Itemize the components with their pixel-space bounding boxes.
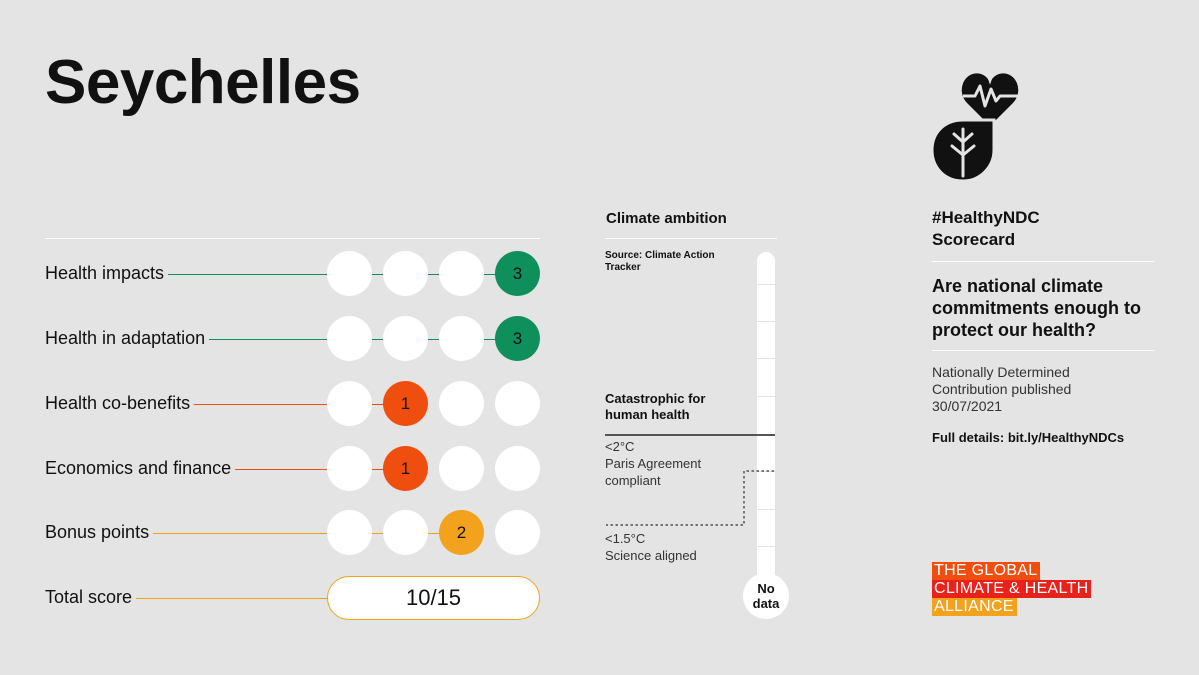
- science-level-name: Science aligned: [605, 548, 697, 563]
- no-data-bulb: No data: [743, 573, 789, 619]
- score-dot-empty: [327, 251, 372, 296]
- score-dot-empty: [439, 446, 484, 491]
- total-score-value: 10/15: [327, 576, 540, 620]
- climate-source-label: Source: Climate Action Tracker: [605, 250, 715, 273]
- thermometer-tick: [757, 471, 775, 472]
- alliance-logo-line2: CLIMATE & HEALTH: [932, 580, 1092, 598]
- science-level-temp: <1.5°C: [605, 531, 646, 546]
- full-details-link[interactable]: Full details: bit.ly/HealthyNDCs: [932, 430, 1125, 445]
- thermometer-tick: [757, 546, 775, 547]
- score-dot-empty: [439, 381, 484, 426]
- alliance-logo: THE GLOBAL CLIMATE & HEALTH ALLIANCE: [932, 562, 1092, 616]
- score-row-label: Health impacts: [45, 263, 169, 284]
- climate-ambition-title: Climate ambition: [606, 210, 727, 227]
- score-dot-filled: 3: [495, 251, 540, 296]
- score-dot-empty: [383, 510, 428, 555]
- score-row: Health in adaptation 3: [45, 316, 540, 362]
- ndc-line2: Contribution published: [932, 381, 1072, 397]
- score-row-label: Health in adaptation: [45, 328, 210, 349]
- score-dot-empty: [439, 251, 484, 296]
- ndc-date: 30/07/2021: [932, 398, 1003, 414]
- score-dot-filled: 1: [383, 381, 428, 426]
- score-row-connector: [105, 404, 393, 405]
- hashtag-title: #HealthyNDC Scorecard: [932, 207, 1040, 251]
- catastrophic-label: Catastrophic for human health: [605, 391, 706, 422]
- score-dot-empty: [495, 446, 540, 491]
- threshold-dashed-lines: [606, 470, 774, 526]
- alliance-logo-line1: THE GLOBAL: [932, 562, 1041, 580]
- thermometer-tick: [757, 509, 775, 510]
- score-row-label: Health co-benefits: [45, 393, 195, 414]
- score-row-label: Economics and finance: [45, 458, 236, 479]
- score-dot-empty: [327, 316, 372, 361]
- ndc-published-info: Nationally Determined Contribution publi…: [932, 364, 1071, 415]
- no-data-line2: data: [752, 596, 780, 611]
- alliance-logo-line3: ALLIANCE: [932, 598, 1017, 616]
- score-dot-filled: 1: [383, 446, 428, 491]
- score-row-connector: [105, 533, 449, 534]
- page-title: Seychelles: [45, 48, 361, 117]
- climate-ambition-divider: [605, 238, 777, 239]
- sidebar-question: Are national climate commitments enough …: [932, 276, 1142, 340]
- heart-leaf-logo-icon: [930, 70, 1022, 182]
- paris-level-label: <2°C Paris Agreement compliant: [605, 438, 701, 489]
- score-row: Bonus points 2: [45, 510, 540, 556]
- score-dot-empty: [327, 510, 372, 555]
- total-score-label: Total score: [45, 587, 137, 608]
- score-row-label: Bonus points: [45, 522, 154, 543]
- ndc-line1: Nationally Determined: [932, 364, 1070, 380]
- sidebar-divider-2: [932, 350, 1154, 351]
- score-row-connector: [105, 274, 505, 275]
- score-row-connector: [105, 339, 505, 340]
- no-data-line1: No: [757, 581, 775, 596]
- total-score-connector: [105, 598, 535, 599]
- paris-level-status: compliant: [605, 473, 661, 488]
- science-level-label: <1.5°C Science aligned: [605, 530, 697, 564]
- paris-level-temp: <2°C: [605, 439, 635, 454]
- score-row: Health co-benefits 1: [45, 381, 540, 427]
- score-row-connector: [105, 469, 393, 470]
- score-row: Health impacts 3: [45, 251, 540, 297]
- thermometer-tick: [757, 284, 775, 285]
- scorecard-line: Scorecard: [932, 230, 1016, 249]
- score-dot-empty: [495, 381, 540, 426]
- ambition-thermometer: [757, 252, 775, 592]
- thermometer-tick: [757, 321, 775, 322]
- scorecard-top-divider: [45, 238, 540, 239]
- thermometer-tick: [757, 358, 775, 359]
- paris-level-name: Paris Agreement: [605, 456, 702, 471]
- score-dot-empty: [327, 381, 372, 426]
- thermometer-tick: [757, 396, 775, 397]
- catastrophic-threshold-line: [605, 434, 775, 436]
- score-dot-filled: 2: [439, 510, 484, 555]
- score-dot-filled: 3: [495, 316, 540, 361]
- score-dot-empty: [327, 446, 372, 491]
- score-dot-empty: [439, 316, 484, 361]
- hashtag-line: #HealthyNDC: [932, 208, 1040, 227]
- total-score-row: Total score 10/15: [45, 576, 540, 622]
- score-dot-empty: [383, 251, 428, 296]
- score-row: Economics and finance 1: [45, 446, 540, 492]
- score-dot-empty: [495, 510, 540, 555]
- score-dot-empty: [383, 316, 428, 361]
- sidebar-divider-1: [932, 261, 1154, 262]
